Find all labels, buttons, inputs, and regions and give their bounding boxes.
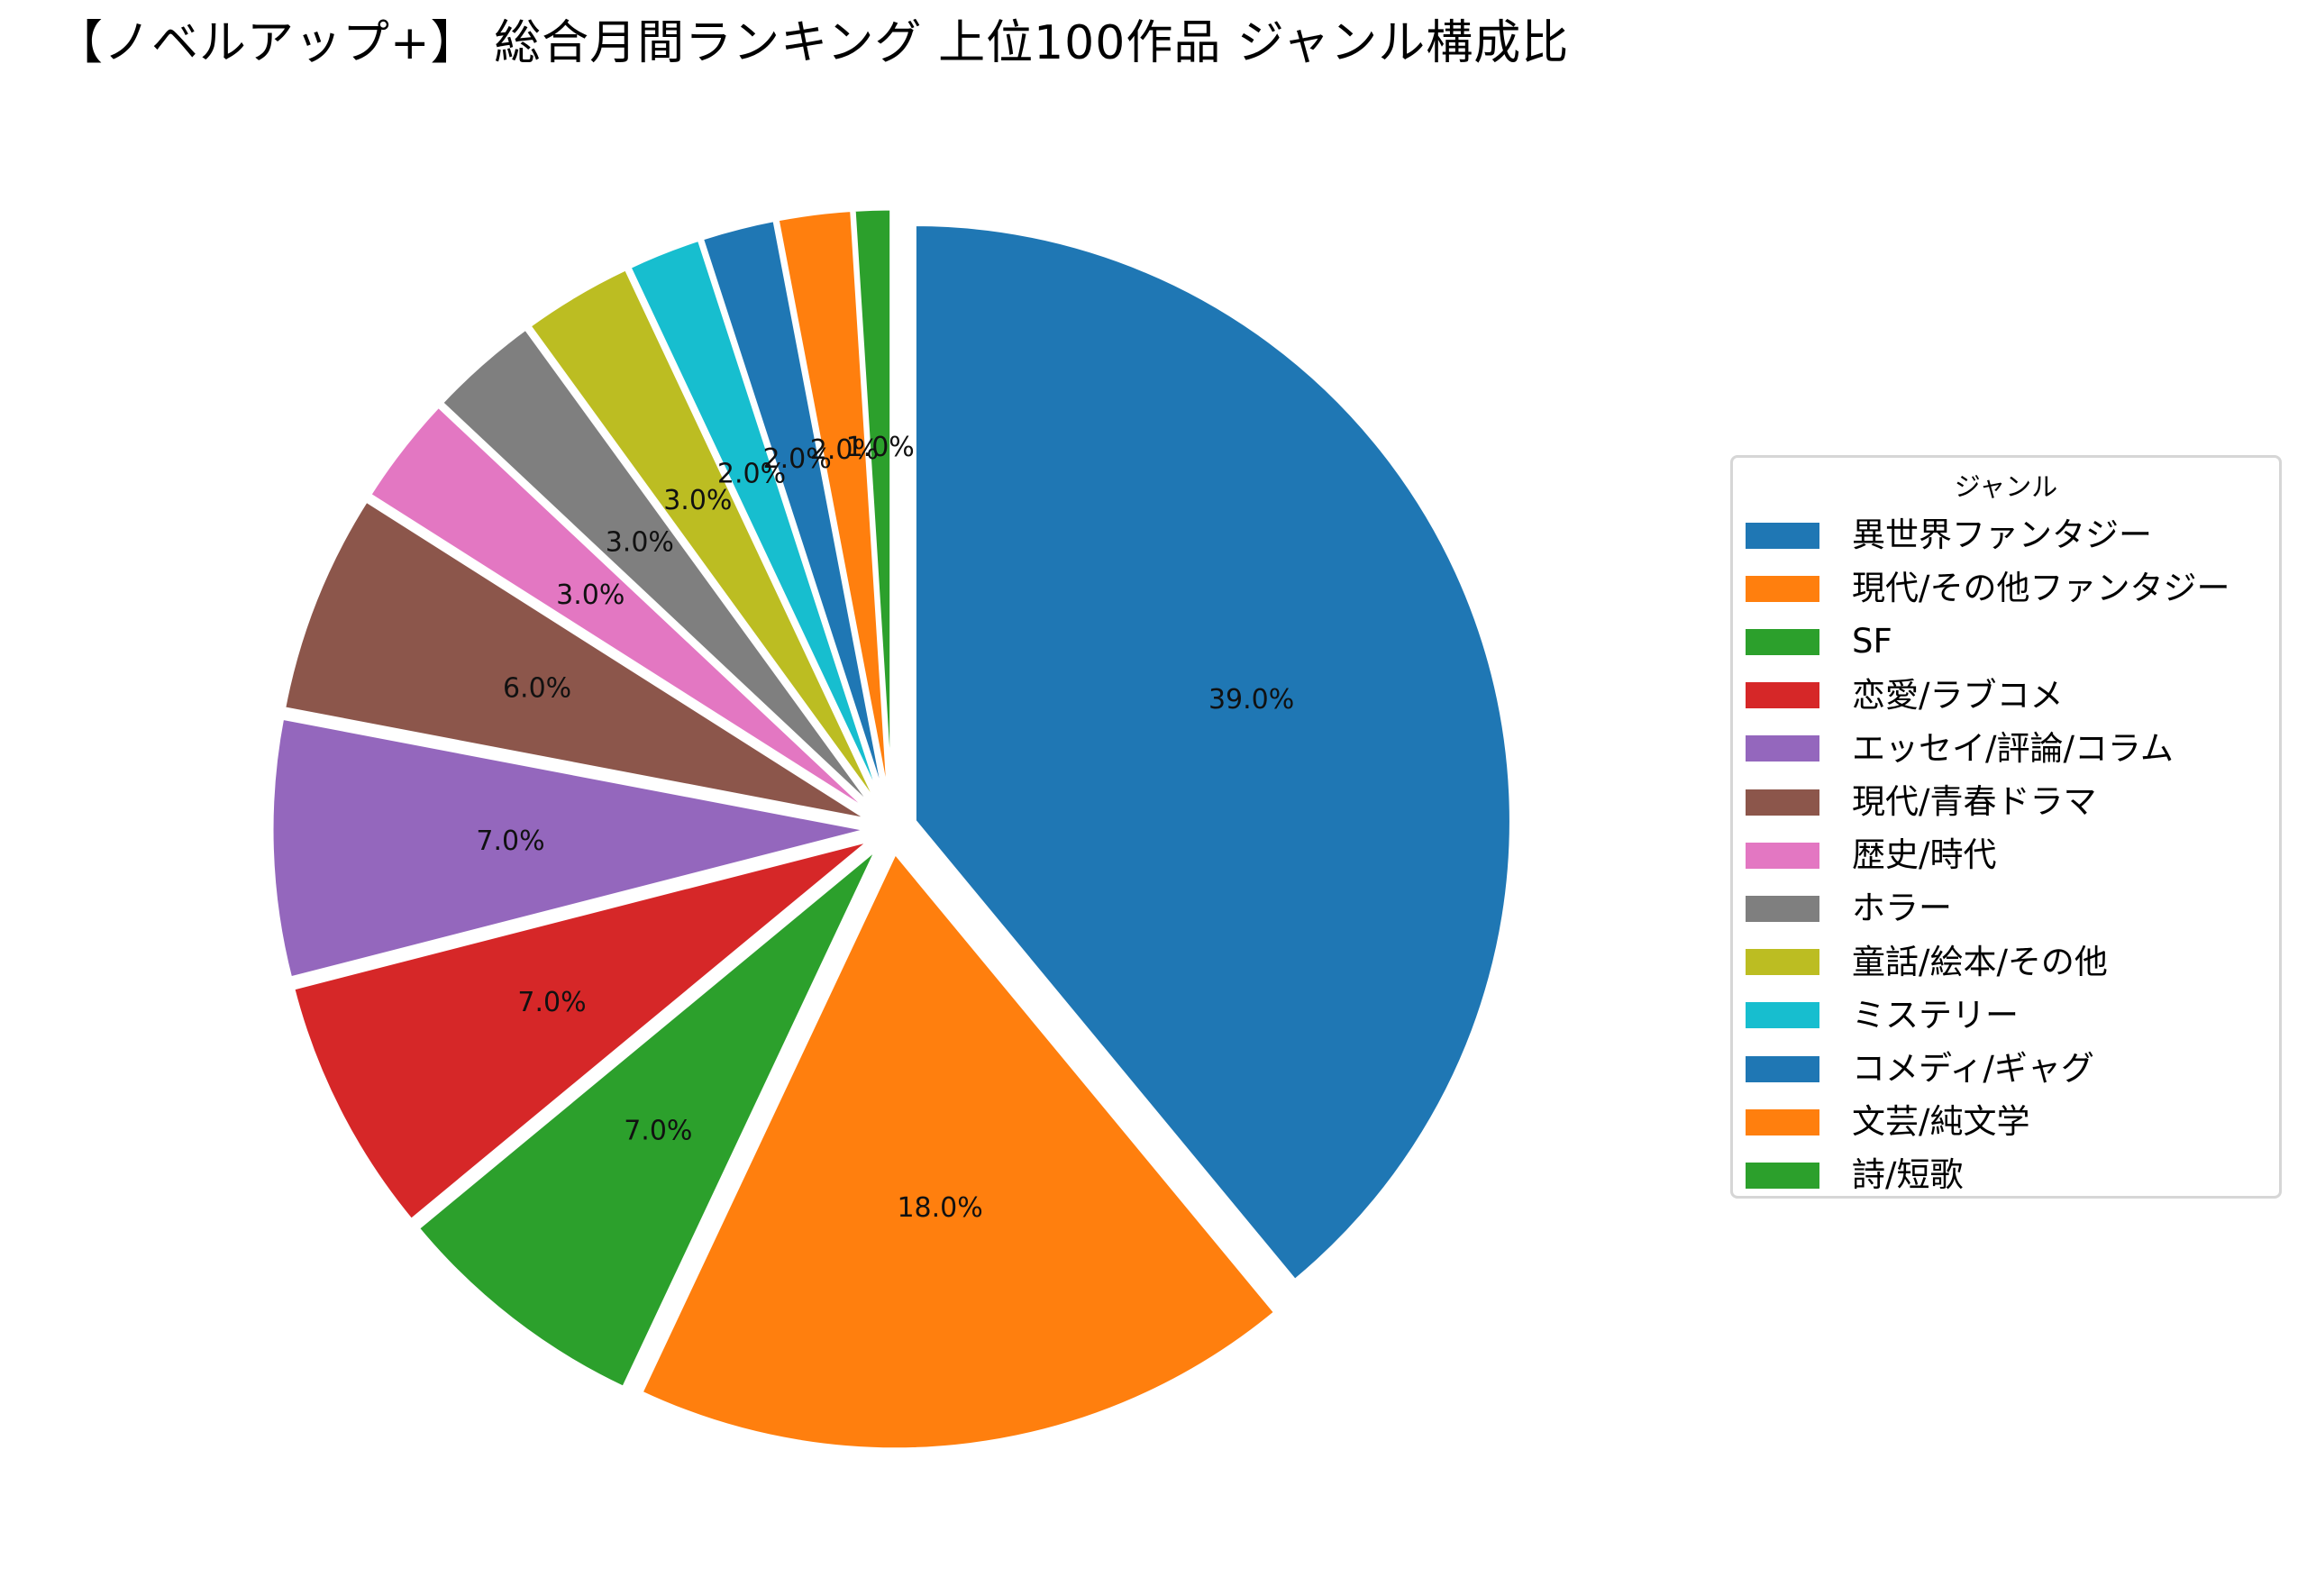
pie-slice: [699, 218, 889, 808]
legend-item: ホラー: [1746, 890, 1952, 926]
slice-percent-label: 7.0%: [517, 987, 586, 1018]
legend-label: 現代/その他ファンタジー: [1852, 569, 2230, 608]
pie-slice: [912, 223, 1513, 1283]
legend-swatch: [1746, 842, 1819, 869]
legend-label: 文芸/純文学: [1852, 1102, 2030, 1142]
legend-swatch: [1746, 1055, 1819, 1082]
slice-percent-label: 39.0%: [1208, 684, 1294, 716]
slice-percent-label: 18.0%: [897, 1192, 982, 1224]
pie-slice: [291, 838, 873, 1222]
legend-swatch: [1746, 895, 1819, 922]
legend-item: 現代/その他ファンタジー: [1746, 570, 2229, 606]
pie-slice: [627, 237, 886, 809]
legend-item: 歴史/時代: [1746, 837, 1996, 873]
legend-label: 歴史/時代: [1852, 835, 1997, 875]
pie-slice: [269, 716, 871, 980]
legend-item: エッセイ/評論/コラム: [1746, 728, 2174, 768]
legend-item: 文芸/純文学: [1746, 1104, 2029, 1140]
pie-slice: [368, 404, 876, 816]
legend-label: ホラー: [1852, 889, 1952, 928]
legend-title: ジャンル: [1954, 471, 2058, 502]
chart-title: 【ノベルアップ+】 総合月間ランキング 上位100作品 ジャンル構成比: [56, 16, 1570, 70]
pie-slice: [639, 851, 1278, 1452]
legend-swatch: [1746, 1108, 1819, 1135]
legend-swatch: [1746, 789, 1819, 816]
slice-percent-label: 2.0%: [810, 434, 879, 466]
legend-swatch: [1746, 522, 1819, 549]
slice-percent-label: 6.0%: [503, 673, 571, 705]
legend-item: 詩/短歌: [1746, 1157, 1963, 1193]
legend-swatch: [1746, 575, 1819, 602]
pie-slice: [282, 498, 872, 823]
legend-swatch: [1746, 1002, 1819, 1029]
legend-swatch: [1746, 949, 1819, 976]
legend-label: コメディ/ギャグ: [1852, 1049, 2094, 1088]
pie-slice: [775, 208, 891, 807]
slice-percent-label: 7.0%: [476, 825, 544, 857]
legend-item: ミステリー: [1746, 995, 2019, 1035]
slice-percent-label: 2.0%: [717, 459, 786, 490]
legend-label: SF: [1852, 622, 1892, 661]
pie-slice: [439, 326, 879, 814]
slice-percent-label: 3.0%: [663, 485, 732, 516]
legend-label: 童話/絵本/その他: [1852, 942, 2108, 981]
slice-percent-label: 3.0%: [556, 579, 625, 611]
legend-item: 異世界ファンタジー: [1746, 517, 2152, 553]
legend-label: 詩/短歌: [1852, 1155, 1964, 1195]
legend-item: SF: [1746, 624, 1892, 660]
legend-swatch: [1746, 735, 1819, 762]
pie-slice: [415, 845, 880, 1390]
pie-slice: [852, 206, 894, 807]
legend-item: コメディ/ギャグ: [1746, 1051, 2094, 1087]
legend-item: 童話/絵本/その他: [1746, 944, 2108, 980]
legend-swatch: [1746, 1162, 1819, 1189]
slice-percent-label: 7.0%: [624, 1115, 692, 1146]
legend: ジャンル 異世界ファンタジー現代/その他ファンタジー SF 恋愛/ラブコメエッセイ/…: [1730, 455, 2282, 1199]
legend-label: 現代/青春ドラマ: [1852, 782, 2097, 821]
legend-item: 恋愛/ラブコメ: [1746, 675, 2064, 715]
legend-swatch: [1746, 628, 1819, 655]
legend-swatch: [1746, 682, 1819, 709]
legend-label: 恋愛/ラブコメ: [1852, 675, 2064, 715]
legend-label: ミステリー: [1852, 995, 2019, 1035]
pie-slice: [527, 267, 882, 811]
legend-label: エッセイ/評論/コラム: [1852, 728, 2174, 768]
slice-percent-label: 3.0%: [606, 527, 674, 559]
legend-label: 異世界ファンタジー: [1852, 515, 2152, 554]
legend-item: 現代/青春ドラマ: [1746, 784, 2096, 820]
slice-percent-label: 2.0%: [763, 443, 832, 475]
slice-percent-label: 1.0%: [846, 432, 915, 463]
